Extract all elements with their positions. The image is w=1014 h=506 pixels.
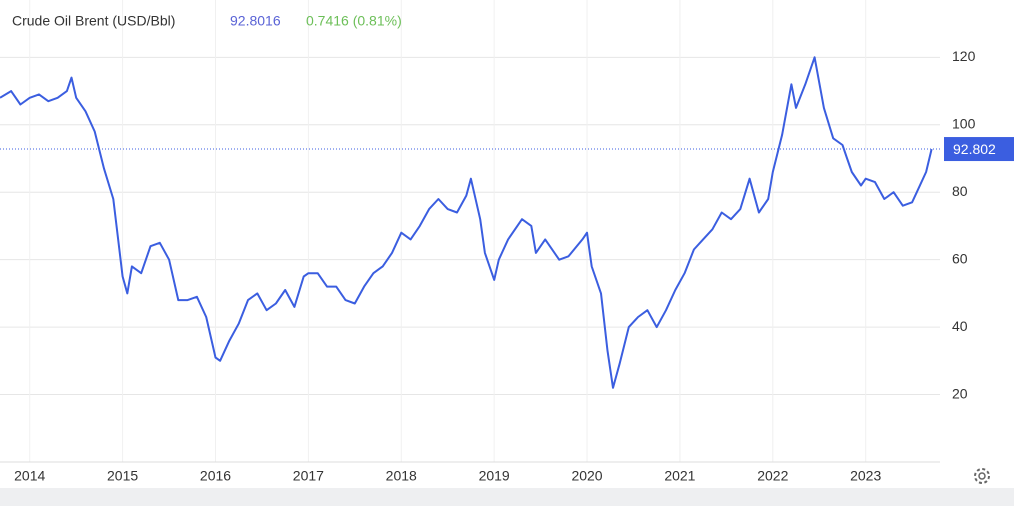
x-tick-label: 2014	[14, 468, 45, 484]
last-value-label: 92.802	[953, 141, 996, 157]
x-tick-label: 2016	[200, 468, 231, 484]
chart-title: Crude Oil Brent (USD/Bbl)	[12, 13, 175, 29]
y-tick-label: 80	[952, 183, 968, 199]
y-tick-label: 40	[952, 318, 968, 334]
x-tick-label: 2015	[107, 468, 138, 484]
y-tick-label: 120	[952, 48, 976, 64]
last-value-box	[944, 137, 1014, 162]
settings-icon[interactable]	[974, 468, 990, 484]
x-tick-label: 2022	[757, 468, 788, 484]
y-tick-label: 100	[952, 115, 976, 131]
x-tick-label: 2023	[850, 468, 881, 484]
grid	[0, 0, 940, 462]
x-tick-label: 2021	[664, 468, 695, 484]
y-tick-label: 60	[952, 250, 968, 266]
x-tick-label: 2017	[293, 468, 324, 484]
line	[0, 56, 933, 389]
x-tick-label: 2019	[479, 468, 510, 484]
y-tick-label: 20	[952, 385, 968, 401]
x-tick-label: 2020	[571, 468, 602, 484]
price: 92.8016	[230, 13, 281, 29]
change: 0.7416 (0.81%)	[306, 13, 402, 29]
x-tick-label: 2018	[386, 468, 417, 484]
bottom-bar	[0, 488, 1014, 506]
